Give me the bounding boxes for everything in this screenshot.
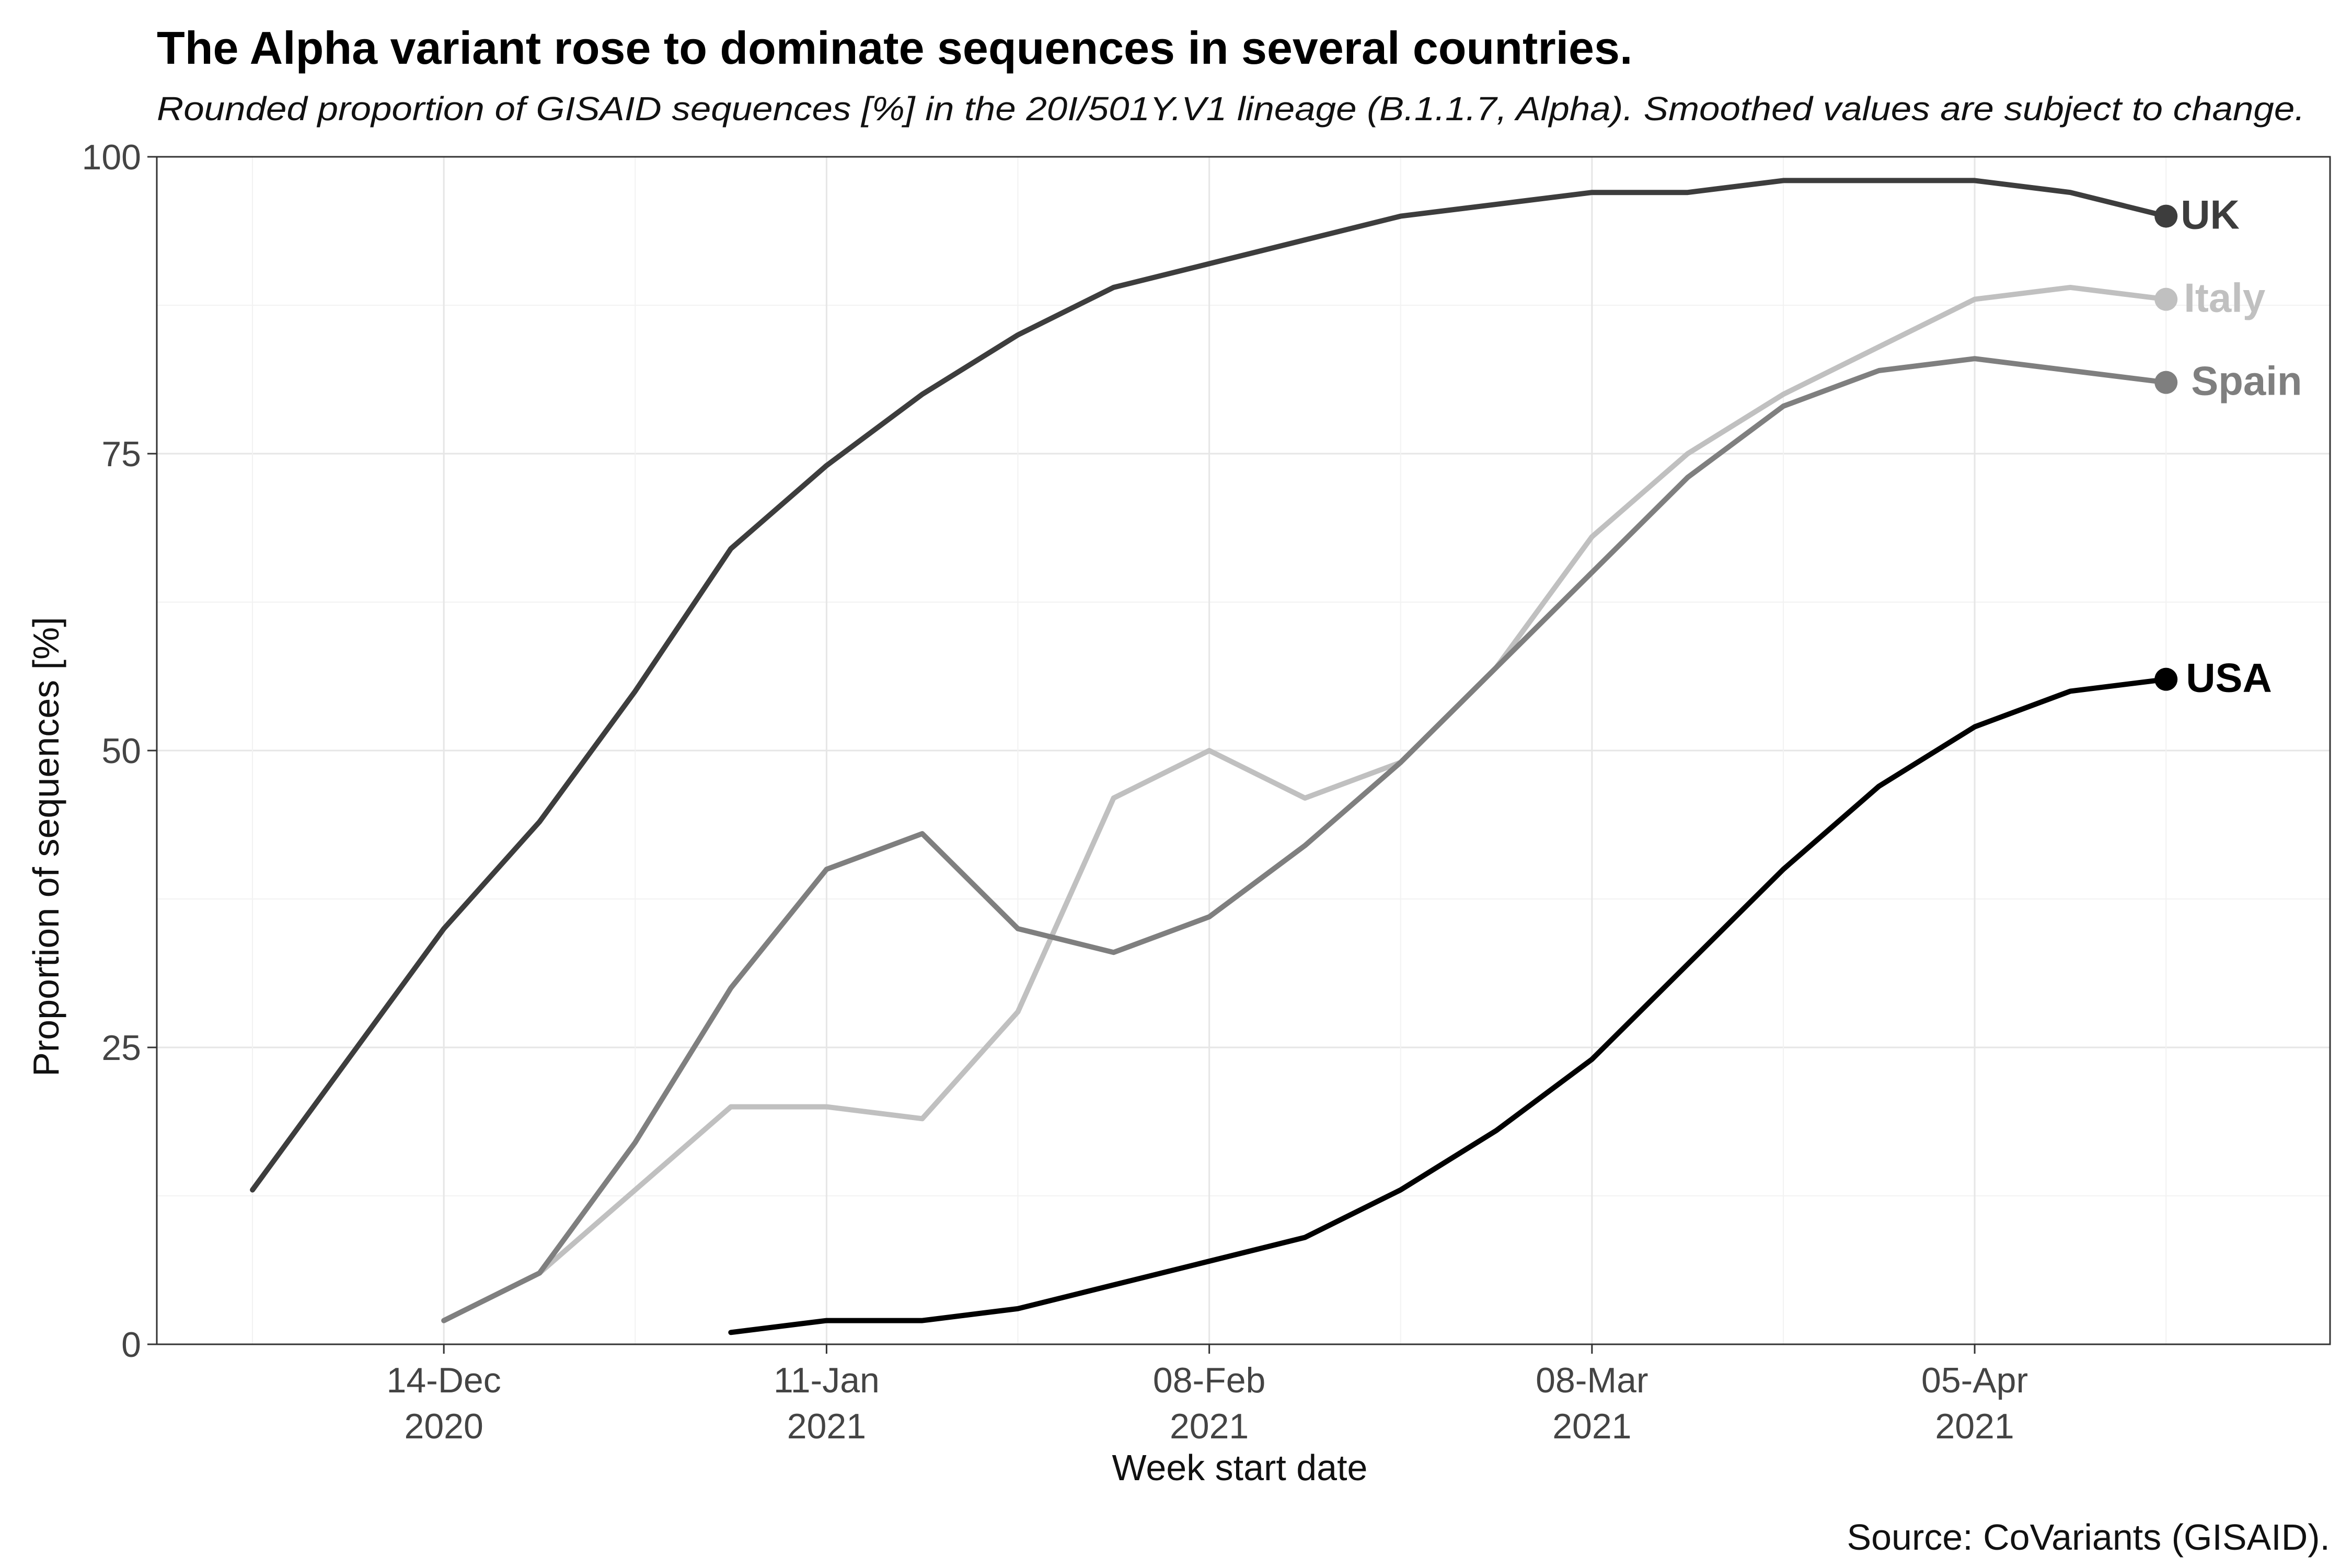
gridlines [157, 156, 2330, 1345]
x-tick-label: 08-Mar [1536, 1361, 1648, 1400]
x-axis-title: Week start date [1112, 1447, 1368, 1488]
y-tick-label: 100 [82, 137, 141, 177]
y-tick-label: 50 [101, 731, 141, 771]
series-label-spain: Spain [2191, 358, 2302, 404]
series-endpoint-spain [2154, 371, 2178, 394]
source-caption: Source: CoVariants (GISAID). [1847, 1517, 2330, 1558]
series-lines: UK Italy Spain USA [250, 178, 2302, 1335]
series-line-italy [441, 284, 2169, 1323]
series-line-spain [441, 356, 2169, 1323]
x-tick-label: 2020 [405, 1406, 483, 1446]
x-tick-label: 11-Jan [774, 1361, 880, 1400]
series-line-usa [728, 676, 2169, 1335]
y-tick-label: 0 [121, 1325, 141, 1365]
x-tick-label: 05-Apr [1921, 1361, 2028, 1400]
x-tick-label: 2021 [787, 1406, 866, 1446]
series-endpoint-usa [2154, 667, 2178, 691]
y-axis-ticks: 0 25 50 75 100 [82, 137, 157, 1365]
y-tick-label: 75 [101, 434, 141, 474]
series-endpoint-uk [2154, 204, 2178, 228]
y-tick-label: 25 [101, 1028, 141, 1068]
x-tick-label: 2021 [1170, 1406, 1249, 1446]
x-tick-label: 2021 [1552, 1406, 1631, 1446]
x-axis-ticks: 14-Dec 2020 11-Jan 2021 08-Feb 2021 08-Mar 2021… [387, 1344, 2028, 1446]
chart-title: The Alpha variant rose to dominate seque… [157, 22, 1632, 74]
chart-subtitle: Rounded proportion of GISAID sequences [… [157, 90, 2305, 128]
series-line-uk [250, 178, 2169, 1193]
x-tick-label: 2021 [1935, 1406, 2014, 1446]
series-label-usa: USA [2186, 655, 2272, 701]
series-endpoint-italy [2154, 287, 2178, 311]
series-label-italy: Italy [2184, 275, 2265, 321]
y-axis-title: Proportion of sequences [%] [26, 617, 66, 1076]
x-tick-label: 14-Dec [387, 1361, 501, 1400]
x-tick-label: 08-Feb [1153, 1361, 1265, 1400]
series-label-uk: UK [2181, 192, 2240, 238]
